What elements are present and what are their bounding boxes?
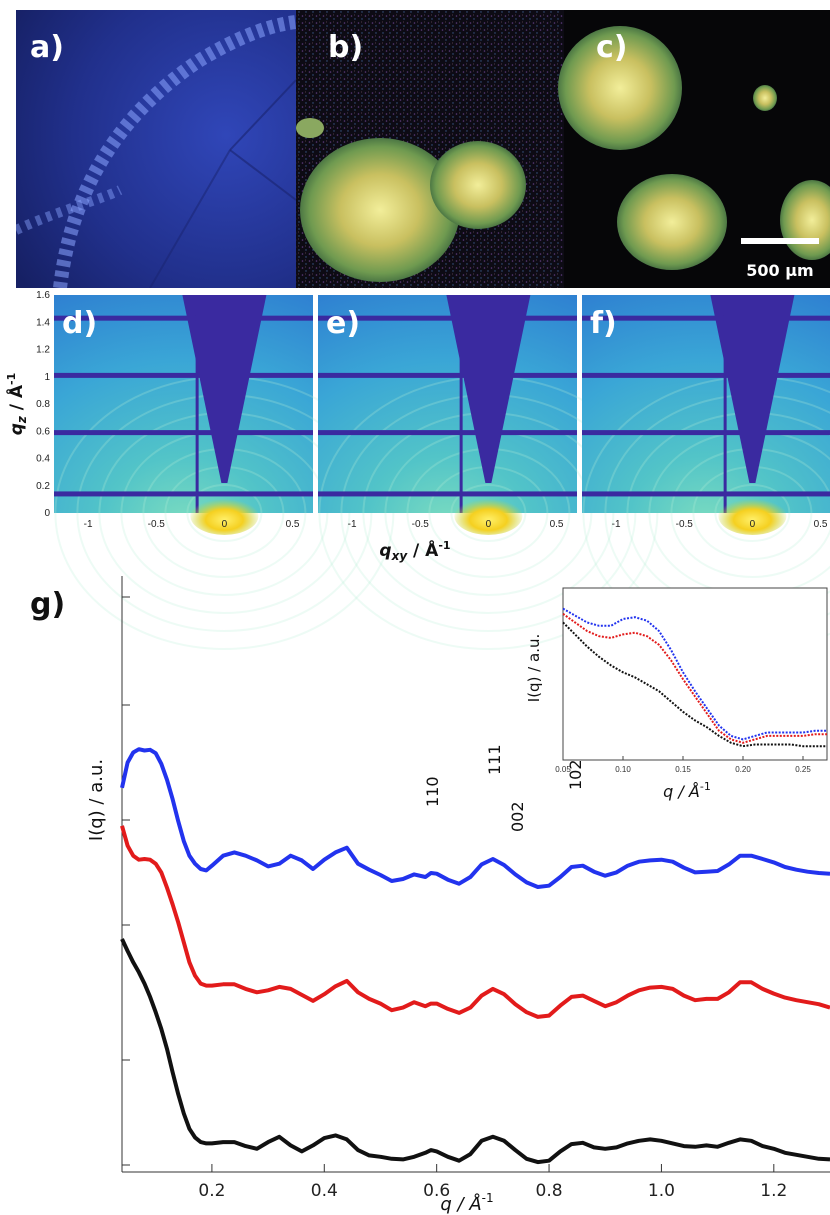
detector-gap [318,430,577,436]
beamstop-shadow [710,295,795,484]
scale-bar-line [741,238,819,244]
panel-label-e: e) [326,306,360,341]
panel-label-c: c) [596,30,628,65]
x-tick-label: 1.0 [648,1181,675,1201]
x-tick-label: -1 [348,519,357,530]
y-tick-label: 1 [44,372,50,383]
panel-label-b: b) [328,30,363,65]
gisaxs-y-axis-label: qz / Å-1 [4,373,29,436]
detector-gap [318,491,577,497]
y-tick-label: 1.4 [36,317,50,328]
detector-gap [582,430,830,436]
y-tick-label: 0.8 [36,399,50,410]
x-tick-label: 0 [222,519,228,530]
saxs-plot: 0.2 0.4 0.6 0.8 1.0 1.2 [120,576,830,1201]
detector-image [318,295,577,513]
inset-series-line-2 [562,621,827,748]
x-tick-label: -0.5 [148,519,166,530]
saxs-inset: 0.05 0.10 0.15 0.20 0.25 [555,587,828,774]
x-tick-label: -1 [612,519,621,530]
x-tick-label: 0.4 [311,1181,338,1201]
y-tick-label: 1.2 [36,345,50,356]
panel-label-f: f) [590,306,617,341]
detector-gap [195,295,199,513]
y-tick-label: 0 [44,508,50,519]
beamstop-shadow [446,295,531,484]
peak-label-102: 102 [566,759,585,790]
panel-label-g: g) [30,587,65,622]
inset-frame [562,587,828,761]
micrograph-b [296,10,564,288]
detector-gap [723,295,727,513]
x-tick-label: 0 [750,519,756,530]
micrograph-c: 500 µm [558,10,830,288]
x-tick-label: 0.25 [795,765,811,774]
detector-gap [582,315,830,321]
x-tick-label: 0.15 [675,765,691,774]
x-tick-label: 0 [486,519,492,530]
series-line-0 [120,747,830,889]
gisaxs-x-axis-label: qxy / Å-1 [379,538,450,563]
x-tick-label: 0.8 [536,1181,563,1201]
detector-gap [318,315,577,321]
detector-gap [459,295,463,513]
inset-x-axis-label: q / Å-1 [663,780,711,801]
detector-gap [54,315,313,321]
beamstop-shadow [182,295,267,484]
specular-spot [718,497,787,535]
x-tick-label: 0.20 [735,765,751,774]
peak-label-110: 110 [423,776,442,807]
inset-y-axis-label: I(q) / a.u. [525,634,543,702]
detector-image [54,295,313,513]
x-tick-label: 1.2 [760,1181,787,1201]
detector-gap [54,372,313,378]
detector-gap [582,491,830,497]
detector-gap [582,372,830,378]
gisaxs-panels: -1 -0.5 0 0.5 -1 -0.5 0 0.5 -1 -0.5 0 0.5 1.6 1.4 1.2 1… [36,290,830,650]
inset-series-line-1 [562,612,827,744]
x-tick-label: 0.5 [550,519,564,530]
x-tick-label: 0.5 [814,519,828,530]
panel-label-d: d) [62,306,97,341]
x-tick-label: 0.2 [198,1181,225,1201]
detector-gap [54,491,313,497]
y-tick-label: 0.6 [36,426,50,437]
detector-image [582,295,830,513]
scattering-ring [714,484,791,542]
x-tick-label: -0.5 [412,519,430,530]
x-tick-label: -1 [84,519,93,530]
scale-bar-label: 500 µm [746,261,813,280]
x-tick-label: 0.05 [555,765,571,774]
series-line-2 [120,938,830,1165]
micrograph-a [16,10,296,288]
y-tick-label: 0.2 [36,481,50,492]
specular-spot [454,497,523,535]
peak-label-111: 111 [485,744,504,775]
saxs-x-axis-label: q / Å-1 [440,1191,493,1215]
saxs-y-axis-label: I(q) / a.u. [86,759,107,841]
x-tick-label: -0.5 [676,519,694,530]
series-line-1 [120,825,830,1019]
x-tick-label: 0.10 [615,765,631,774]
x-tick-label: 0.5 [286,519,300,530]
y-tick-label: 0.4 [36,454,50,465]
scattering-ring [450,484,527,542]
detector-gap [54,430,313,436]
specular-spot [190,497,259,535]
peak-label-002: 002 [508,801,527,832]
inset-series-line-0 [562,607,827,741]
panel-label-a: a) [30,30,64,65]
y-tick-label: 1.6 [36,290,50,301]
x-tick-label: 0.6 [423,1181,450,1201]
detector-gap [318,372,577,378]
scattering-ring [186,484,263,542]
